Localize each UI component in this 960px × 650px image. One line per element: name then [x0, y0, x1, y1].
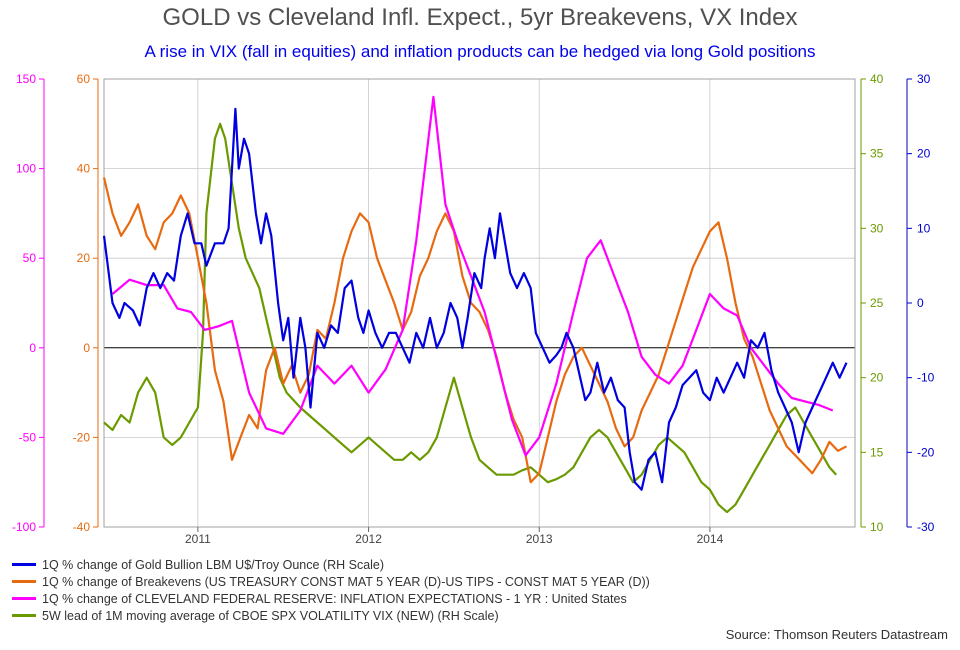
- legend-swatch-vix: [12, 614, 36, 617]
- green-axis-tick-label-0: 40: [870, 72, 884, 86]
- legend-item-breakevens: 1Q % change of Breakevens (US TREASURY C…: [8, 573, 908, 590]
- blue-axis-tick-label-6: -30: [917, 520, 935, 534]
- x-tick-label-3: 2014: [697, 532, 724, 546]
- legend: 1Q % change of Gold Bullion LBM U$/Troy …: [8, 556, 908, 624]
- legend-label-breakevens: 1Q % change of Breakevens (US TREASURY C…: [42, 574, 650, 589]
- legend-item-gold: 1Q % change of Gold Bullion LBM U$/Troy …: [8, 556, 908, 573]
- legend-label-cleveland: 1Q % change of CLEVELAND FEDERAL RESERVE…: [42, 591, 627, 606]
- series-line-3: [103, 122, 838, 514]
- green-right-axis: 40 35 30 25 20 15 10: [860, 72, 884, 534]
- magenta-left-axis: 150 100 50 0 -50 -100: [12, 72, 45, 534]
- legend-label-gold: 1Q % change of Gold Bullion LBM U$/Troy …: [42, 557, 385, 572]
- chart-subtitle: A rise in VIX (fall in equities) and inf…: [144, 42, 816, 61]
- magenta-axis-tick-label-0: 150: [16, 72, 36, 86]
- plot-frame: [103, 78, 856, 528]
- green-axis-tick-label-6: 10: [870, 520, 884, 534]
- magenta-axis-tick-label-5: -100: [12, 520, 36, 534]
- legend-item-cleveland: 1Q % change of CLEVELAND FEDERAL RESERVE…: [8, 590, 908, 607]
- legend-swatch-breakevens: [12, 580, 36, 583]
- plot-border: [103, 78, 856, 528]
- series-lines: [102, 95, 848, 514]
- blue-axis-tick-label-5: -20: [917, 445, 935, 459]
- green-axis-tick-label-3: 25: [870, 296, 884, 310]
- magenta-axis-tick-label-4: -50: [19, 430, 37, 444]
- x-axis: 2011 2012 2013 2014: [185, 527, 724, 546]
- legend-label-vix: 5W lead of 1M moving average of CBOE SPX…: [42, 608, 499, 623]
- green-axis-tick-label-4: 20: [870, 371, 884, 385]
- magenta-axis-tick-label-2: 50: [23, 251, 37, 265]
- orange-axis-tick-label-3: 0: [83, 341, 90, 355]
- orange-axis-tick-label-0: 60: [77, 72, 91, 86]
- orange-axis-tick-label-5: -40: [73, 520, 91, 534]
- source-note: Source: Thomson Reuters Datastream: [725, 627, 948, 642]
- green-axis-tick-label-2: 30: [870, 221, 884, 235]
- magenta-axis-tick-label-1: 100: [16, 162, 36, 176]
- blue-axis-tick-label-4: -10: [917, 371, 935, 385]
- x-tick-label-1: 2012: [355, 532, 382, 546]
- legend-swatch-gold: [12, 563, 36, 566]
- green-axis-tick-label-5: 15: [870, 445, 884, 459]
- series-line-0: [102, 107, 848, 491]
- x-tick-label-0: 2011: [185, 532, 211, 546]
- orange-axis-tick-label-4: -20: [73, 430, 91, 444]
- blue-axis-tick-label-1: 20: [917, 147, 931, 161]
- magenta-axis-tick-label-3: 0: [29, 341, 36, 355]
- orange-axis-tick-label-2: 20: [77, 251, 91, 265]
- blue-right-axis: 30 20 10 0 -10 -20 -30: [906, 72, 935, 534]
- blue-axis-tick-label-0: 30: [917, 72, 931, 86]
- legend-swatch-cleveland: [12, 597, 36, 600]
- blue-axis-tick-label-2: 10: [917, 221, 931, 235]
- green-axis-tick-label-1: 35: [870, 147, 884, 161]
- chart-title: GOLD vs Cleveland Infl. Expect., 5yr Bre…: [162, 4, 798, 31]
- orange-axis-tick-label-1: 40: [77, 162, 91, 176]
- legend-item-vix: 5W lead of 1M moving average of CBOE SPX…: [8, 607, 908, 624]
- series-line-2: [111, 95, 834, 457]
- blue-axis-tick-label-3: 0: [917, 296, 924, 310]
- series-line-1: [102, 177, 848, 484]
- orange-left-axis: 60 40 20 0 -20 -40: [73, 72, 99, 534]
- x-tick-label-2: 2013: [526, 532, 553, 546]
